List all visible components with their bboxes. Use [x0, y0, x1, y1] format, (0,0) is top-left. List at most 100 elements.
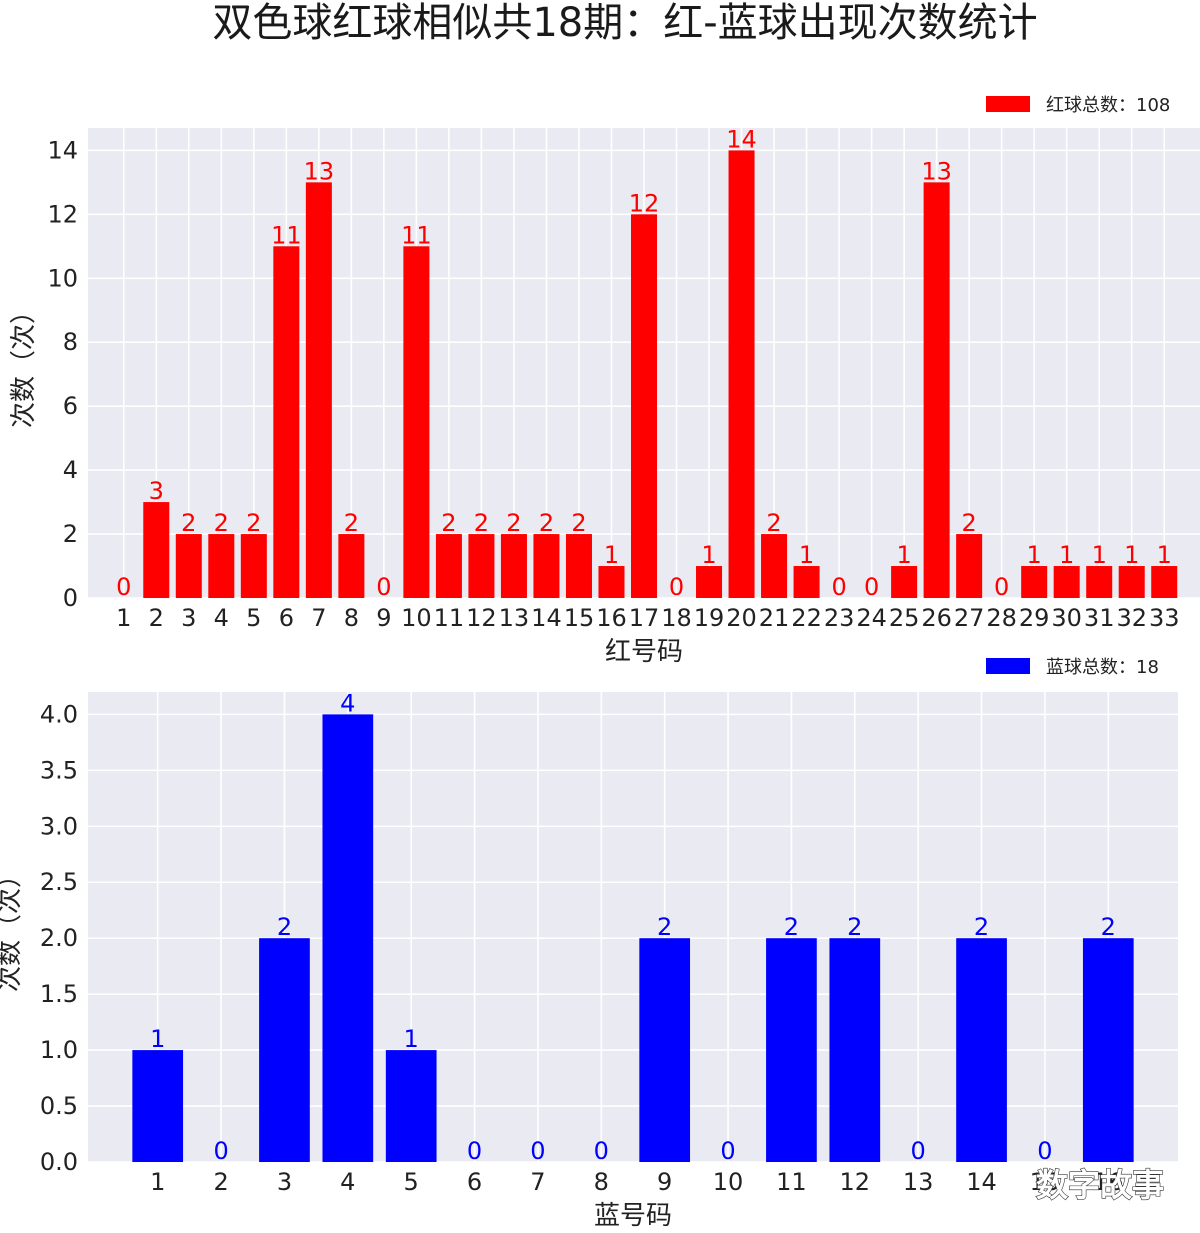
y-tick-label: 2.5	[40, 868, 78, 896]
x-tick-label: 12	[466, 604, 497, 632]
data-label: 1	[1027, 541, 1042, 569]
x-tick-label: 31	[1084, 604, 1115, 632]
data-label: 1	[701, 541, 716, 569]
data-label: 0	[669, 573, 684, 601]
x-tick-label: 11	[434, 604, 465, 632]
data-label: 1	[404, 1025, 419, 1053]
x-tick-label: 1	[150, 1168, 165, 1196]
x-tick-label: 14	[531, 604, 562, 632]
chart-panel-1: 0246810121401322324251161372809111021121…	[9, 95, 1200, 667]
x-tick-label: 13	[499, 604, 530, 632]
y-tick-label: 0	[63, 584, 78, 612]
bar-2	[143, 502, 170, 598]
legend-swatch	[986, 658, 1030, 674]
data-label: 14	[726, 125, 757, 153]
x-tick-label: 4	[340, 1168, 355, 1196]
x-tick-label: 3	[181, 604, 196, 632]
data-label: 0	[831, 573, 846, 601]
bar-6	[273, 246, 300, 598]
bar-32	[1118, 566, 1145, 598]
x-tick-label: 2	[213, 1168, 228, 1196]
x-tick-label: 18	[661, 604, 692, 632]
bar-27	[956, 534, 983, 598]
bar-16	[598, 566, 625, 598]
x-tick-label: 8	[594, 1168, 609, 1196]
x-tick-label: 12	[840, 1168, 871, 1196]
data-label: 2	[181, 509, 196, 537]
data-label: 2	[344, 509, 359, 537]
y-tick-label: 2	[63, 520, 78, 548]
x-tick-label: 6	[279, 604, 294, 632]
figure-title: 双色球红球相似共18期：红-蓝球出现次数统计	[212, 0, 1037, 46]
data-label: 0	[467, 1137, 482, 1165]
x-tick-label: 27	[954, 604, 985, 632]
y-tick-label: 3.0	[40, 812, 78, 840]
x-tick-label: 26	[921, 604, 952, 632]
data-label: 1	[1092, 541, 1107, 569]
data-label: 0	[994, 573, 1009, 601]
data-label: 0	[213, 1137, 228, 1165]
data-label: 1	[896, 541, 911, 569]
watermark: 数字故事	[1036, 1166, 1164, 1204]
x-tick-label: 17	[629, 604, 660, 632]
bar-3	[175, 534, 202, 598]
data-label: 1	[150, 1025, 165, 1053]
data-label: 0	[116, 573, 131, 601]
y-tick-label: 4.0	[40, 700, 78, 728]
y-axis-label: 次数（次）	[9, 298, 39, 428]
y-tick-label: 0.0	[40, 1148, 78, 1176]
bar-26	[923, 182, 950, 598]
x-tick-label: 30	[1051, 604, 1082, 632]
bar-33	[1151, 566, 1178, 598]
bar-11	[435, 534, 462, 598]
data-label: 2	[847, 913, 862, 941]
data-label: 0	[376, 573, 391, 601]
data-label: 12	[629, 189, 660, 217]
x-tick-label: 4	[214, 604, 229, 632]
y-tick-label: 12	[47, 200, 78, 228]
x-tick-label: 14	[966, 1168, 997, 1196]
y-tick-label: 14	[47, 136, 78, 164]
bar-10	[403, 246, 430, 598]
bar-31	[1086, 566, 1113, 598]
legend-label: 红球总数：108	[1046, 95, 1170, 116]
data-label: 4	[340, 689, 355, 717]
data-label: 1	[1124, 541, 1139, 569]
data-label: 2	[474, 509, 489, 537]
data-label: 0	[720, 1137, 735, 1165]
bar-5	[385, 1050, 437, 1162]
x-tick-label: 5	[404, 1168, 419, 1196]
x-tick-label: 15	[1030, 1168, 1061, 1196]
y-tick-label: 10	[47, 264, 78, 292]
bar-8	[338, 534, 365, 598]
x-tick-label: 29	[1019, 604, 1050, 632]
data-label: 2	[214, 509, 229, 537]
bar-9	[639, 938, 691, 1162]
bar-30	[1053, 566, 1080, 598]
data-label: 2	[277, 913, 292, 941]
chart-panel-2: 0.00.51.01.52.02.53.03.54.01102234415060…	[0, 657, 1178, 1231]
bar-3	[259, 938, 310, 1162]
x-tick-label: 20	[726, 604, 757, 632]
data-label: 2	[1101, 913, 1116, 941]
x-tick-label: 7	[530, 1168, 545, 1196]
x-tick-label: 16	[596, 604, 627, 632]
data-label: 1	[1157, 541, 1172, 569]
bar-14	[533, 534, 560, 598]
x-tick-label: 13	[903, 1168, 934, 1196]
x-tick-label: 15	[564, 604, 595, 632]
x-tick-label: 16	[1093, 1168, 1124, 1196]
data-label: 11	[271, 221, 302, 249]
data-label: 13	[921, 157, 952, 185]
y-tick-label: 2.0	[40, 924, 78, 952]
data-label: 0	[911, 1137, 926, 1165]
y-tick-label: 6	[63, 392, 78, 420]
bar-19	[696, 566, 723, 598]
data-label: 0	[1037, 1137, 1052, 1165]
bar-29	[1021, 566, 1048, 598]
bar-11	[766, 938, 817, 1162]
x-tick-label: 10	[713, 1168, 744, 1196]
bar-17	[630, 214, 658, 598]
